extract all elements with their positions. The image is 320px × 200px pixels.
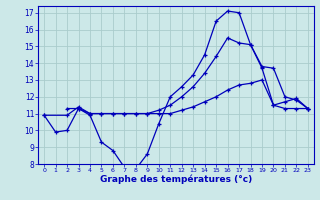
- X-axis label: Graphe des températures (°c): Graphe des températures (°c): [100, 175, 252, 184]
